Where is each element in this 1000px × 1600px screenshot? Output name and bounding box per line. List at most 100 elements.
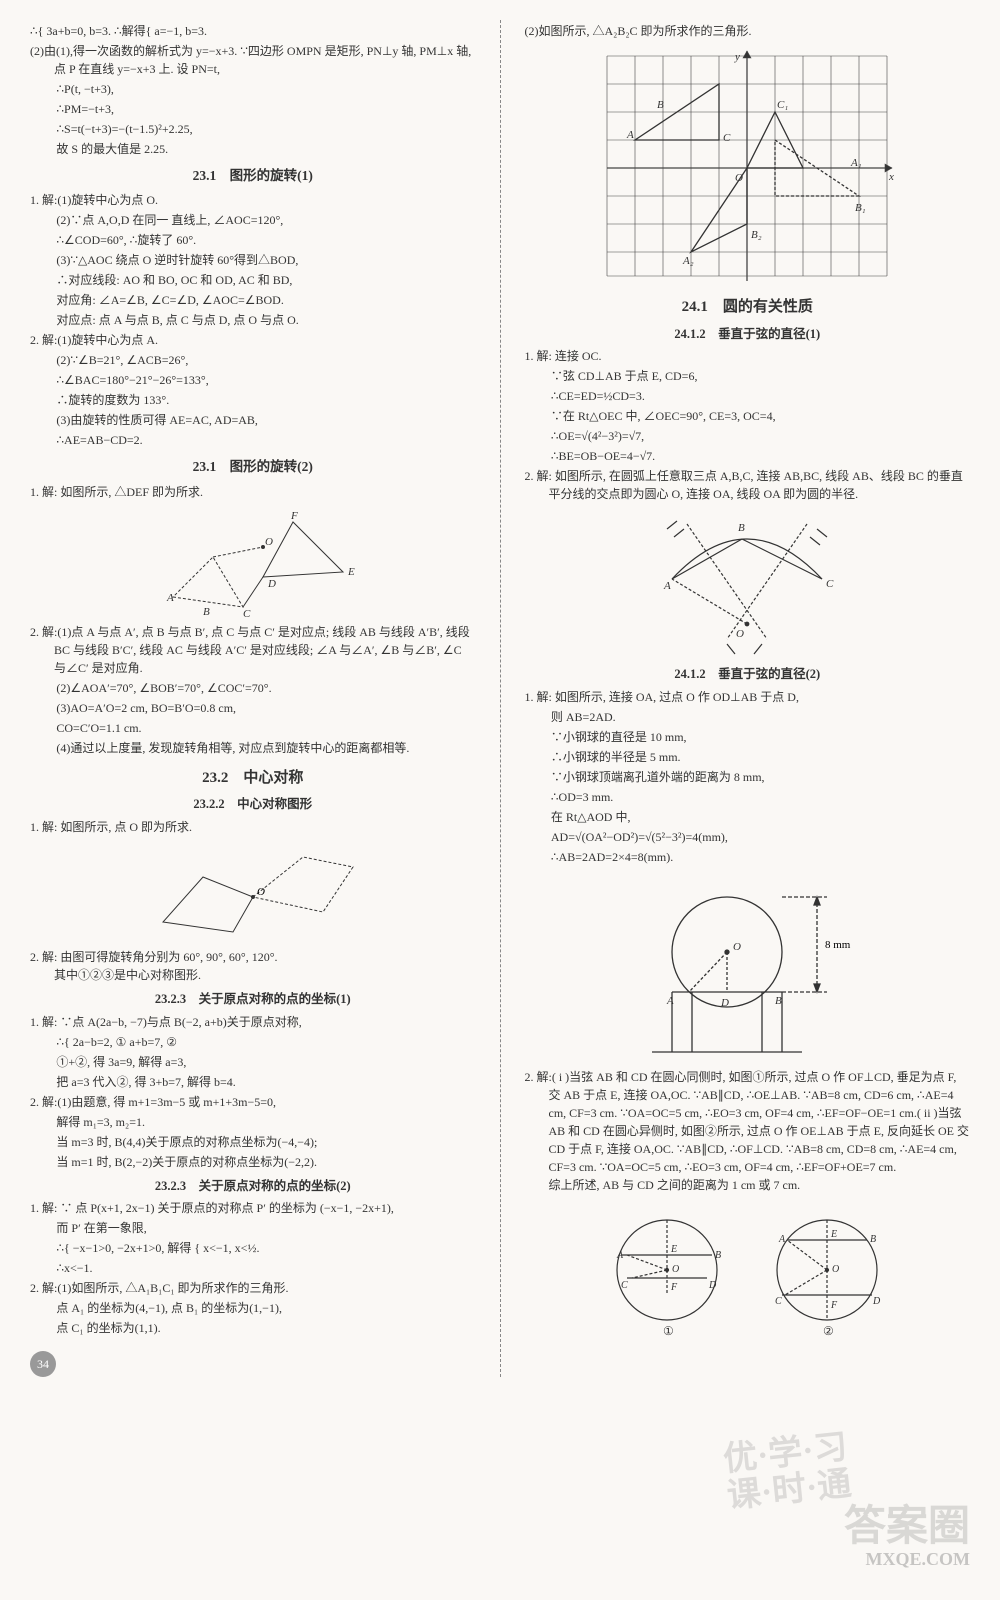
q2b-b: (2)∠AOA′=70°, ∠BOB′=70°, ∠COC′=70°.: [30, 679, 476, 697]
dim-8mm: 8 mm: [825, 939, 851, 951]
r-q2a-b: 则 AB=2AD.: [525, 708, 971, 726]
figure-center-sym: O: [30, 842, 476, 942]
intro-l5: ∴S=t(−t+3)=−(t−1.5)²+2.25,: [30, 120, 476, 138]
svg-text:C₁: C₁: [777, 99, 788, 111]
q2b-c: (3)AO=A′O=2 cm, BO=B′O=0.8 cm,: [30, 699, 476, 717]
intro-l3: ∴P(t, −t+3),: [30, 80, 476, 98]
q5b-a: 2. 解:(1)如图所示, △A₁B₁C₁ 即为所求作的三角形.: [30, 1279, 476, 1297]
q1a-a: 1. 解:(1)旋转中心为点 O.: [30, 191, 476, 209]
svg-text:D: D: [720, 997, 729, 1009]
q1a-f: 对应角: ∠A=∠B, ∠C=∠D, ∠AOC=∠BOD.: [30, 291, 476, 309]
heading-24-1-2b: 24.1.2 垂直于弦的直径(2): [525, 665, 971, 684]
svg-text:C: C: [723, 132, 731, 144]
svg-text:A₂: A₂: [682, 255, 694, 267]
q1a-e: ∴对应线段: AO 和 BO, OC 和 OD, AC 和 BD,: [30, 271, 476, 289]
r-q1a-e: ∴OE=√(4²−3²)=√7,: [525, 427, 971, 445]
q1b-e: (3)由旋转的性质可得 AE=AC, AD=AB,: [30, 411, 476, 429]
q4a-d: 把 a=3 代入②, 得 3+b=7, 解得 b=4.: [30, 1073, 476, 1091]
r-intro: (2)如图所示, △A₂B₂C 即为所求作的三角形.: [525, 22, 971, 40]
svg-text:O: O: [735, 172, 743, 184]
q4a-b: ∴{ 2a−b=2, ① a+b=7, ②: [30, 1033, 476, 1051]
right-column: (2)如图所示, △A₂B₂C 即为所求作的三角形.: [525, 20, 971, 1377]
q3a: 1. 解: 如图所示, 点 O 即为所求.: [30, 818, 476, 836]
svg-text:D: D: [267, 578, 276, 590]
svg-text:x: x: [888, 171, 894, 183]
r-q1a-f: ∴BE=OB−OE=4−√7.: [525, 447, 971, 465]
heading-24-1-2a: 24.1.2 垂直于弦的直径(1): [525, 325, 971, 344]
q5a-c: ∴{ −x−1>0, −2x+1>0, 解得 { x<−1, x<½.: [30, 1239, 476, 1257]
r-q2a-a: 1. 解: 如图所示, 连接 OA, 过点 O 作 OD⊥AB 于点 D,: [525, 688, 971, 706]
svg-text:①: ①: [663, 1324, 674, 1338]
svg-text:C: C: [826, 578, 834, 590]
svg-text:B₁: B₁: [855, 202, 866, 214]
svg-text:B: B: [738, 522, 745, 534]
svg-text:F: F: [290, 510, 298, 522]
q2b-e: (4)通过以上度量, 发现旋转角相等, 对应点到旋转中心的距离都相等.: [30, 739, 476, 757]
watermark: 优·学·习 课·时·通 答案圈 MXQE.COM: [844, 1504, 970, 1570]
svg-text:D: D: [872, 1296, 881, 1307]
r-q1a-b: ∵弦 CD⊥AB 于点 E, CD=6,: [525, 367, 971, 385]
svg-text:O: O: [832, 1264, 839, 1275]
heading-23-2: 23.2 中心对称: [30, 767, 476, 790]
svg-text:F: F: [830, 1300, 838, 1311]
heading-24-1: 24.1 圆的有关性质: [525, 296, 971, 319]
heading-23-2-3b: 23.2.3 关于原点对称的点的坐标(2): [30, 1177, 476, 1196]
svg-text:A: A: [663, 580, 671, 592]
svg-text:y: y: [734, 51, 740, 63]
svg-text:A: A: [778, 1234, 786, 1245]
figure-arc-bisector: A B C O: [525, 509, 971, 659]
q1a-c: ∴∠COD=60°, ∴旋转了 60°.: [30, 231, 476, 249]
wm-small: MXQE.COM: [844, 1550, 970, 1570]
intro-l4: ∴PM=−t+3,: [30, 100, 476, 118]
svg-text:B: B: [715, 1250, 721, 1261]
q1a-g: 对应点: 点 A 与点 B, 点 C 与点 D, 点 O 与点 O.: [30, 311, 476, 329]
q5b-c: 点 C₁ 的坐标为(1,1).: [30, 1319, 476, 1337]
r-q2a-f: ∴OD=3 mm.: [525, 788, 971, 806]
svg-text:②: ②: [823, 1324, 834, 1338]
figure-coord-grid: A B C C₁ A₁ B₁ A₂ B₂ O x y: [525, 46, 971, 286]
svg-text:B₂: B₂: [751, 229, 762, 241]
svg-text:B: B: [657, 99, 664, 111]
r-q2a-g: 在 Rt△AOD 中,: [525, 808, 971, 826]
heading-23-2-2: 23.2.2 中心对称图形: [30, 795, 476, 814]
svg-text:F: F: [670, 1282, 678, 1293]
r-q1b: 2. 解: 如图所示, 在圆弧上任意取三点 A,B,C, 连接 AB,BC, 线…: [525, 467, 971, 503]
q2a: 1. 解: 如图所示, △DEF 即为所求.: [30, 483, 476, 501]
q4a-a: 1. 解: ∵点 A(2a−b, −7)与点 B(−2, a+b)关于原点对称,: [30, 1013, 476, 1031]
q4b-a: 2. 解:(1)由题意, 得 m+1=3m−5 或 m+1+3m−5=0,: [30, 1093, 476, 1111]
q5a-b: 而 P′ 在第一象限,: [30, 1219, 476, 1237]
q5a-d: ∴x<−1.: [30, 1259, 476, 1277]
wm-overlay: 优·学·习 课·时·通: [722, 1429, 854, 1516]
svg-text:O: O: [257, 886, 265, 898]
q5a-a: 1. 解: ∵ 点 P(x+1, 2x−1) 关于原点的对称点 P′ 的坐标为 …: [30, 1199, 476, 1217]
r-q2a-d: ∴小钢球的半径是 5 mm.: [525, 748, 971, 766]
svg-text:A: A: [166, 592, 174, 604]
q4b-b: 解得 m₁=3, m₂=1.: [30, 1113, 476, 1131]
svg-text:A: A: [626, 129, 634, 141]
q2b-d: CO=C′O=1.1 cm.: [30, 719, 476, 737]
svg-text:E: E: [347, 566, 355, 578]
q1b-f: ∴AE=AB−CD=2.: [30, 431, 476, 449]
svg-text:O: O: [736, 628, 744, 640]
figure-ball-hole: O ABD 8 mm: [525, 872, 971, 1062]
left-column: ∴{ 3a+b=0, b=3. ∴解得{ a=−1, b=3. (2)由(1),…: [30, 20, 476, 1377]
page-container: ∴{ 3a+b=0, b=3. ∴解得{ a=−1, b=3. (2)由(1),…: [30, 20, 970, 1377]
r-q2a-c: ∵小钢球的直径是 10 mm,: [525, 728, 971, 746]
svg-text:B: B: [775, 995, 782, 1007]
q1a-b: (2)∵点 A,O,D 在同一 直线上, ∠AOC=120°,: [30, 211, 476, 229]
svg-text:A₁: A₁: [850, 157, 862, 169]
r-q2a-i: ∴AB=2AD=2×4=8(mm).: [525, 848, 971, 866]
svg-text:O: O: [672, 1264, 679, 1275]
heading-23-1-2: 23.1 图形的旋转(2): [30, 457, 476, 477]
r-q1a-d: ∵在 Rt△OEC 中, ∠OEC=90°, CE=3, OC=4,: [525, 407, 971, 425]
q1b-c: ∴∠BAC=180°−21°−26°=133°,: [30, 371, 476, 389]
q1b-d: ∴旋转的度数为 133°.: [30, 391, 476, 409]
svg-text:C: C: [621, 1280, 628, 1291]
svg-text:C: C: [775, 1296, 782, 1307]
q5b-b: 点 A₁ 的坐标为(4,−1), 点 B₁ 的坐标为(1,−1),: [30, 1299, 476, 1317]
q3b: 2. 解: 由图可得旋转角分别为 60°, 90°, 60°, 120°. 其中…: [30, 948, 476, 984]
svg-text:E: E: [830, 1229, 837, 1240]
q2b-a: 2. 解:(1)点 A 与点 A′, 点 B 与点 B′, 点 C 与点 C′ …: [30, 623, 476, 677]
r-q2a-h: AD=√(OA²−OD²)=√(5²−3²)=4(mm),: [525, 828, 971, 846]
r-q1a-c: ∴CE=ED=½CD=3.: [525, 387, 971, 405]
